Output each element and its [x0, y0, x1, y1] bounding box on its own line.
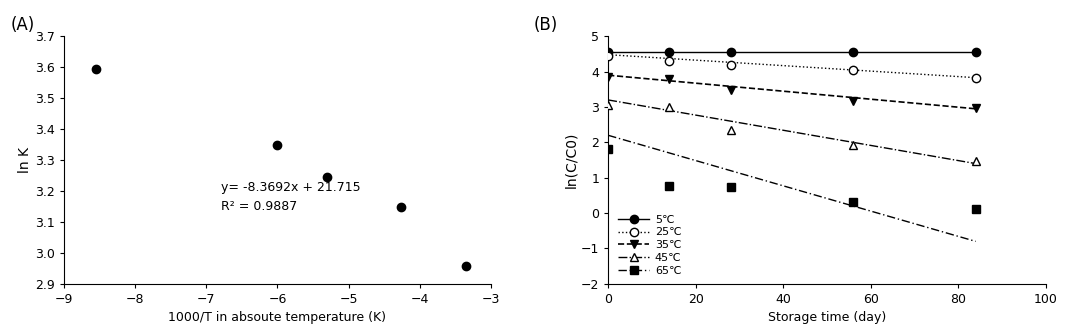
X-axis label: 1000/T in absoute temperature (K): 1000/T in absoute temperature (K) — [169, 312, 386, 324]
Y-axis label: ln K: ln K — [18, 147, 32, 173]
X-axis label: Storage time (day): Storage time (day) — [768, 312, 886, 324]
Text: (B): (B) — [534, 16, 558, 35]
Text: y= -8.3692x + 21.715
R² = 0.9887: y= -8.3692x + 21.715 R² = 0.9887 — [221, 181, 361, 213]
Text: (A): (A) — [11, 16, 35, 35]
Legend: 5℃, 25℃, 35℃, 45℃, 65℃: 5℃, 25℃, 35℃, 45℃, 65℃ — [618, 214, 682, 276]
Y-axis label: ln(C/C0): ln(C/C0) — [564, 132, 578, 188]
